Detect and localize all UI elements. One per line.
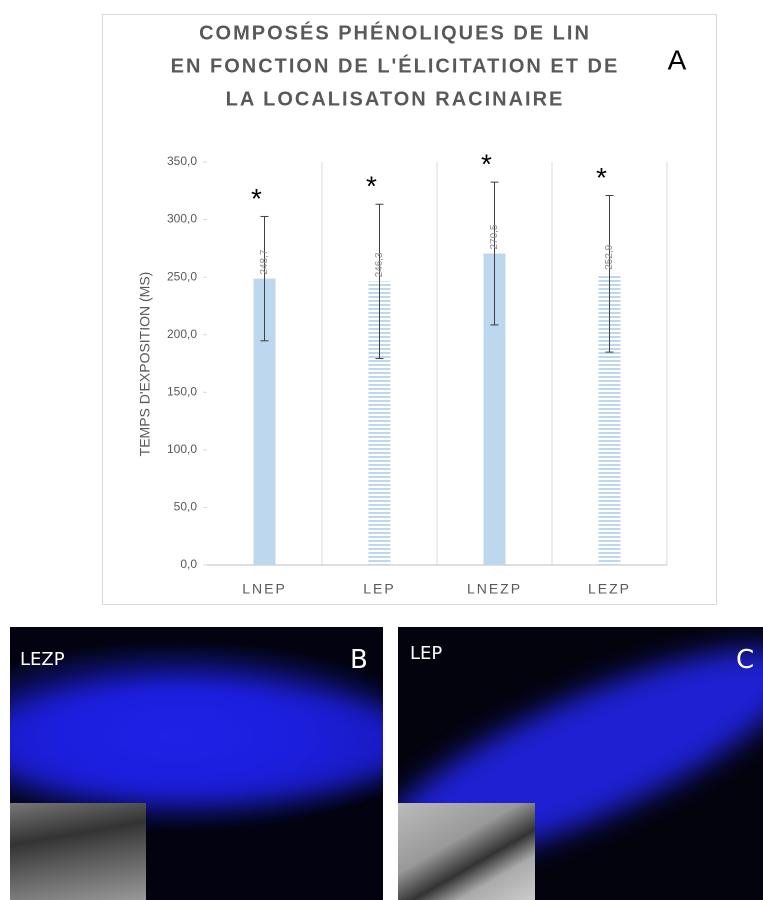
y-tick-label: 50,0 xyxy=(174,500,198,514)
panel-caption: LEP xyxy=(410,643,443,664)
panel-label: A xyxy=(668,44,687,75)
bar xyxy=(253,278,276,565)
panel-caption: LEZP xyxy=(20,649,65,670)
annotation: * xyxy=(596,162,607,193)
y-tick-label: 250,0 xyxy=(167,269,197,283)
y-tick-label: 0,0 xyxy=(180,557,197,571)
annotation: * xyxy=(251,183,262,214)
value-label: 248,7 xyxy=(259,249,270,274)
x-tick-label: LNEP xyxy=(242,581,287,597)
y-axis-label: TEMPS D'EXPOSITION (MS) xyxy=(137,272,153,457)
value-label: 270,5 xyxy=(489,224,500,249)
annotation: * xyxy=(366,171,377,202)
y-tick-label: 150,0 xyxy=(167,384,197,398)
bar xyxy=(368,281,391,565)
root-fluorescence xyxy=(10,687,383,797)
micrograph: LEP C xyxy=(398,627,763,900)
x-tick-label: LNEZP xyxy=(467,581,522,597)
inset xyxy=(398,803,535,900)
y-tick-label: 300,0 xyxy=(167,212,197,226)
chart-title: COMPOSÉS PHÉNOLIQUES DE LIN xyxy=(199,21,591,44)
bar xyxy=(483,253,506,565)
y-tick-label: 200,0 xyxy=(167,327,197,341)
y-tick-label: 100,0 xyxy=(167,442,197,456)
micrograph: LEZP B xyxy=(10,627,383,900)
panel-label: B xyxy=(350,645,368,675)
x-tick-label: LEZP xyxy=(588,581,631,597)
inset xyxy=(10,803,146,900)
value-label: 246,3 xyxy=(374,252,385,277)
y-tick-label: 350,0 xyxy=(167,154,197,168)
value-label: 252,9 xyxy=(604,244,615,269)
chart-title: EN FONCTION DE L'ÉLICITATION ET DE xyxy=(171,54,620,77)
bar xyxy=(598,273,621,565)
annotation: * xyxy=(481,149,492,180)
panel-label: C xyxy=(736,645,755,675)
chart: COMPOSÉS PHÉNOLIQUES DE LIN EN FONCTION … xyxy=(102,14,717,605)
x-tick-label: LEP xyxy=(363,581,395,597)
chart-title: LA LOCALISATON RACINAIRE xyxy=(226,88,565,110)
